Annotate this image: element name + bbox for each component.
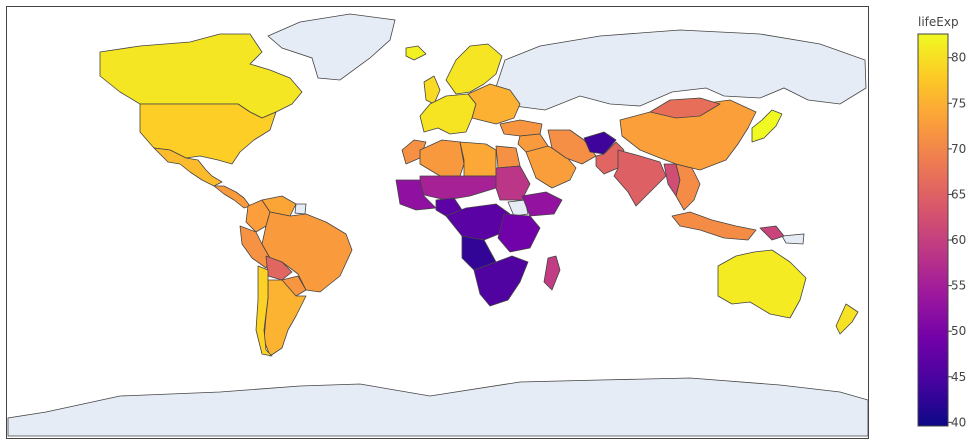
russia-region	[494, 29, 867, 111]
region-algeria[interactable]	[419, 139, 465, 177]
south-sudan-region	[507, 199, 529, 217]
colorbar-title: lifeExp	[918, 15, 959, 29]
antarctica-region	[7, 377, 869, 437]
region-india[interactable]	[613, 149, 667, 207]
region-new-zealand[interactable]	[835, 303, 859, 335]
region-iran[interactable]	[547, 129, 597, 165]
region-iceland[interactable]	[405, 45, 427, 61]
colorbar-tick-label: 40	[951, 415, 966, 429]
timor-region	[781, 233, 805, 245]
colorbar-tick-label: 65	[951, 187, 966, 201]
region-sudan[interactable]	[495, 165, 531, 201]
region-libya[interactable]	[459, 141, 497, 177]
region-southern-africa[interactable]	[473, 255, 529, 307]
no-data-land	[7, 13, 869, 437]
region-japan[interactable]	[751, 109, 783, 143]
colorbar-tick-label: 60	[951, 233, 966, 247]
colorbar-tick-label: 80	[951, 51, 966, 65]
region-ethiopia[interactable]	[521, 191, 563, 217]
greenland-region	[267, 13, 396, 81]
region-east-africa[interactable]	[497, 213, 541, 253]
region-papua-new-guinea[interactable]	[759, 225, 785, 241]
region-scandinavia[interactable]	[445, 43, 503, 95]
region-chile[interactable]	[255, 265, 273, 357]
colorbar-gradient	[917, 33, 949, 427]
region-eastern-europe[interactable]	[467, 83, 521, 125]
colorbar: lifeExp 40 45 50 55 60 65 70 75 80	[917, 15, 966, 429]
country-regions	[99, 33, 859, 357]
region-afghanistan[interactable]	[583, 131, 617, 155]
region-venezuela[interactable]	[261, 195, 297, 217]
colorbar-ticks: 40 45 50 55 60 65 70 75 80	[948, 51, 966, 429]
region-egypt[interactable]	[495, 145, 521, 169]
colorbar-tick-label: 55	[951, 279, 966, 293]
colorbar-tick-label: 45	[951, 370, 966, 384]
region-sahel[interactable]	[419, 175, 497, 201]
colorbar-tick-label: 70	[951, 142, 966, 156]
colorbar-tick-label: 50	[951, 324, 966, 338]
region-madagascar[interactable]	[543, 255, 561, 291]
region-united-kingdom[interactable]	[423, 75, 441, 105]
region-indonesia[interactable]	[671, 211, 757, 241]
colorbar-tick-label: 75	[951, 96, 966, 110]
region-mongolia[interactable]	[649, 97, 721, 119]
region-brazil[interactable]	[261, 211, 353, 293]
french-guiana-region	[294, 203, 307, 215]
region-australia[interactable]	[717, 249, 807, 319]
region-mexico[interactable]	[153, 147, 223, 187]
region-southeast-asia[interactable]	[675, 163, 701, 211]
